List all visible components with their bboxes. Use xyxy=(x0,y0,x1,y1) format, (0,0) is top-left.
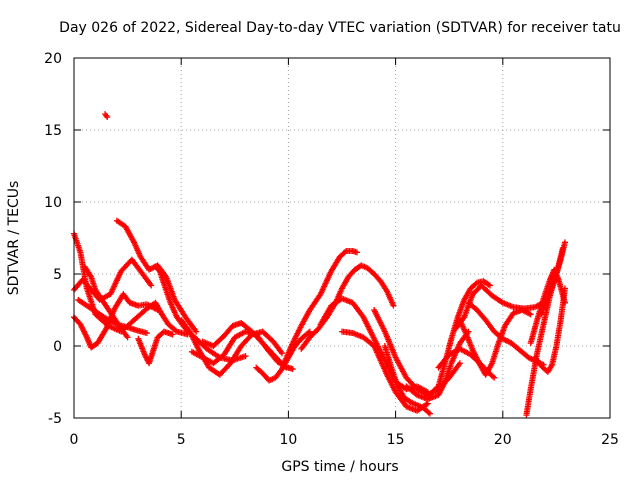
x-tick-label: 10 xyxy=(279,432,297,448)
series-arc-12 xyxy=(253,328,313,384)
data-point xyxy=(143,330,150,337)
data-point xyxy=(148,282,155,289)
y-tick-label: 15 xyxy=(44,123,62,139)
data-point xyxy=(169,331,176,338)
data-point xyxy=(485,281,492,288)
data-point xyxy=(103,112,110,119)
series-arc-28 xyxy=(538,239,568,318)
series-arc-6 xyxy=(113,217,200,335)
x-axis-label: GPS time / hours xyxy=(281,459,398,475)
series-arc-5 xyxy=(81,263,131,341)
data-point xyxy=(242,353,249,360)
x-tick-label: 15 xyxy=(387,432,405,448)
series-arc-7 xyxy=(135,328,176,367)
data-point xyxy=(423,401,430,408)
series-arc-24 xyxy=(435,345,498,381)
y-tick-label: 20 xyxy=(44,51,62,67)
data-point xyxy=(426,410,433,417)
data-point xyxy=(425,409,432,416)
data-point xyxy=(104,114,111,121)
y-tick-label: 0 xyxy=(53,339,62,355)
data-point xyxy=(486,282,493,289)
plot-frame xyxy=(73,57,611,419)
axes: 0 5 10 15 20 25 -5 0 5 10 15 20 xyxy=(44,51,619,448)
data-point xyxy=(306,328,313,335)
data-point xyxy=(124,334,131,341)
data-point xyxy=(154,307,161,313)
x-tick-label: 20 xyxy=(494,432,512,448)
x-tick-label: 5 xyxy=(177,432,186,448)
series-arc-13 xyxy=(281,247,361,367)
x-tick-label: 0 xyxy=(70,432,79,448)
series-arc-21 xyxy=(452,282,547,332)
chart-title: Day 026 of 2022, Sidereal Day-to-day VTE… xyxy=(59,20,621,36)
data-point xyxy=(491,374,498,381)
data-point xyxy=(289,366,296,373)
data-points xyxy=(71,111,568,419)
data-point xyxy=(305,329,312,336)
series-arc-1 xyxy=(71,230,191,338)
data-point xyxy=(527,311,534,318)
data-point xyxy=(456,360,463,367)
data-point xyxy=(390,302,397,309)
y-tick-label: 5 xyxy=(53,267,62,283)
data-point xyxy=(489,373,496,380)
x-tick-label: 25 xyxy=(601,432,619,448)
grid-lines xyxy=(74,58,610,418)
series-outlier-1 xyxy=(102,111,111,121)
series-arc-23 xyxy=(456,307,534,378)
series-arc-20 xyxy=(424,278,493,400)
data-point xyxy=(561,239,568,246)
series-arc-27 xyxy=(531,285,568,375)
data-point xyxy=(561,285,568,292)
y-tick-label: -5 xyxy=(48,411,62,427)
data-point xyxy=(278,350,285,357)
data-point xyxy=(342,249,349,256)
data-point xyxy=(354,249,361,256)
data-point xyxy=(193,328,200,335)
y-tick-label: 10 xyxy=(44,195,62,211)
series-arc-16 xyxy=(339,328,431,414)
series-arc-17 xyxy=(381,343,433,417)
y-axis-label: SDTVAR / TECUs xyxy=(6,181,22,296)
